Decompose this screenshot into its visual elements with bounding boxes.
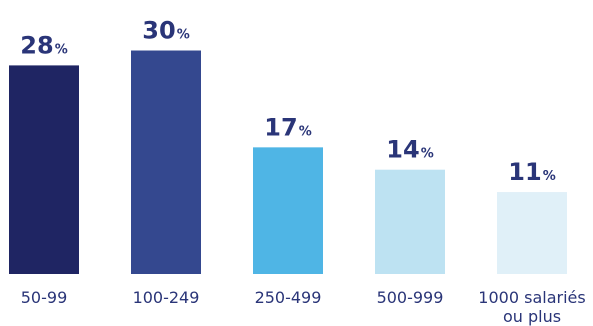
category-label-1: 50-99 [21, 288, 68, 307]
bar-value-label-2: 30% [142, 17, 189, 45]
bar-value-label-5: 11% [508, 158, 555, 186]
bar-value-label-1: 28% [20, 31, 67, 59]
bar-5 [497, 192, 567, 274]
bar-value-label-4: 14% [386, 136, 433, 164]
bar-3 [253, 147, 323, 274]
category-label-3: 250-499 [255, 288, 322, 307]
bar-4 [375, 169, 445, 274]
category-label-5: 1000 salariés ou plus [478, 288, 585, 326]
category-label-4: 500-999 [377, 288, 444, 307]
bar-value-label-3: 17% [264, 113, 311, 141]
bar-1 [9, 65, 79, 275]
category-label-2: 100-249 [133, 288, 200, 307]
bar-2 [131, 50, 201, 274]
